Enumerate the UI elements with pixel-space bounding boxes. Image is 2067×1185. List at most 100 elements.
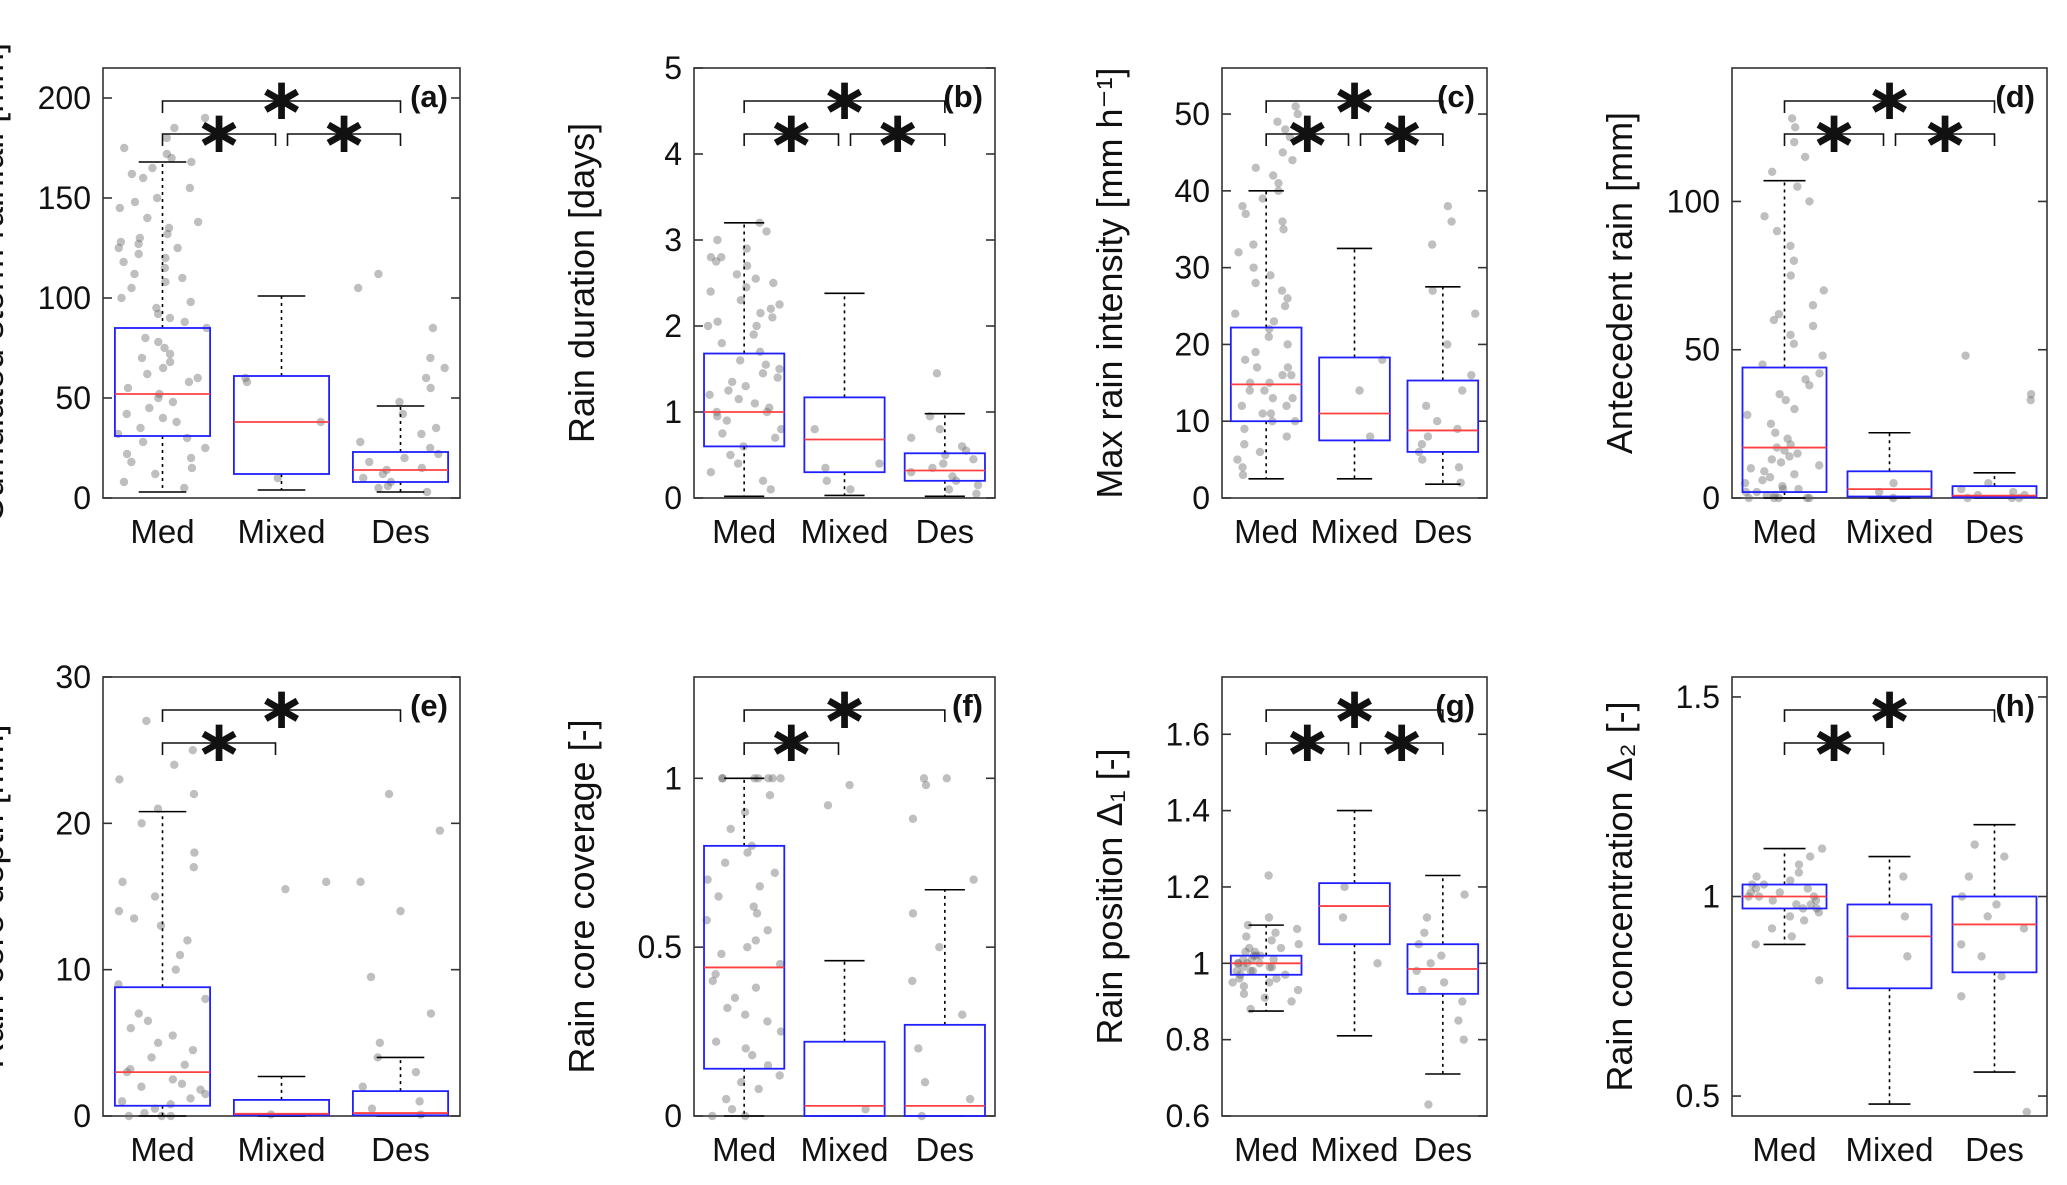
box-mixed xyxy=(1318,247,1391,480)
data-point xyxy=(1806,852,1815,861)
data-point xyxy=(932,369,942,378)
data-point xyxy=(1786,241,1795,251)
data-point xyxy=(726,450,735,460)
x-category-label: Med xyxy=(130,1131,194,1168)
data-point xyxy=(1249,263,1258,272)
data-point xyxy=(1268,171,1278,180)
data-point xyxy=(365,457,374,467)
data-point xyxy=(162,133,171,143)
data-point xyxy=(1803,884,1812,893)
data-point xyxy=(242,377,252,387)
data-point xyxy=(359,473,368,483)
data-point xyxy=(1785,912,1795,921)
data-point xyxy=(1272,974,1281,983)
data-point xyxy=(196,1085,205,1094)
y-tick-label: 0 xyxy=(1702,480,1720,516)
panel-a: 0 50 100 150 200 Cumulated storm rainfall [mm… xyxy=(0,43,461,550)
iqr-box xyxy=(1846,470,1933,498)
significance-star: ∗ xyxy=(1810,709,1859,774)
data-point xyxy=(703,321,713,331)
panel-d: 0 50 100 Antecedent rain [mm] (d) Med Mixed Des… xyxy=(1599,67,2048,550)
data-point xyxy=(186,1094,195,1103)
data-point xyxy=(1269,955,1278,964)
y-tick-label: 0.5 xyxy=(1676,1078,1720,1114)
data-point xyxy=(1428,286,1437,295)
y-axis-label: Rain core coverage [-] xyxy=(561,719,602,1073)
bracket-line xyxy=(1783,133,1885,146)
data-point xyxy=(1786,876,1795,885)
box-med xyxy=(114,716,211,1121)
data-point xyxy=(120,143,129,153)
data-point xyxy=(145,403,154,413)
data-point xyxy=(1252,363,1262,372)
data-point xyxy=(1744,493,1754,503)
data-point xyxy=(356,437,365,447)
box-med xyxy=(1741,844,1828,985)
data-point xyxy=(1964,872,1974,881)
y-tick-label: 200 xyxy=(38,80,91,116)
panel-label: (d) xyxy=(1995,79,2035,114)
significance-bracket: ∗ xyxy=(161,100,277,165)
data-point xyxy=(190,848,199,857)
data-point xyxy=(1235,974,1244,983)
box-med xyxy=(702,774,786,1121)
x-category-label: Med xyxy=(712,1131,776,1168)
data-point xyxy=(127,283,136,293)
significance-bracket: ∗ xyxy=(1783,709,1885,774)
data-point xyxy=(1418,455,1427,464)
significance-star: ∗ xyxy=(195,709,244,774)
data-point xyxy=(921,780,931,790)
data-point xyxy=(180,1060,189,1069)
data-point xyxy=(134,1009,143,1018)
bracket-line xyxy=(849,133,946,146)
data-point xyxy=(1246,966,1255,976)
data-point xyxy=(1276,943,1286,953)
bracket-line xyxy=(161,133,277,146)
data-point xyxy=(1819,286,1828,295)
data-point xyxy=(1814,976,1824,985)
bracket-line xyxy=(1265,133,1350,146)
data-point xyxy=(717,253,726,262)
data-point xyxy=(137,819,146,828)
data-point xyxy=(1775,390,1784,399)
significance-star: ∗ xyxy=(1377,100,1426,165)
data-point xyxy=(717,339,727,348)
data-point xyxy=(1957,992,1966,1001)
data-point xyxy=(1282,432,1291,441)
iqr-box xyxy=(803,1040,886,1117)
data-point xyxy=(768,313,777,322)
data-point xyxy=(751,983,761,992)
significance-star: ∗ xyxy=(195,100,244,165)
significance-star: ∗ xyxy=(873,100,922,165)
data-point xyxy=(189,789,199,799)
data-point xyxy=(273,473,282,483)
iqr-box xyxy=(1406,379,1480,453)
data-point xyxy=(1786,330,1795,340)
data-point xyxy=(187,157,196,167)
box-mixed xyxy=(1846,431,1933,503)
data-point xyxy=(1789,256,1799,265)
significance-bracket: ∗ xyxy=(1359,100,1444,165)
data-point xyxy=(184,377,194,387)
bracket-line xyxy=(286,133,402,146)
data-point xyxy=(1437,951,1446,960)
data-point xyxy=(168,397,178,407)
data-point xyxy=(1246,1004,1255,1014)
significance-star: ∗ xyxy=(1810,100,1859,165)
significance-star: ∗ xyxy=(1377,709,1426,774)
data-point xyxy=(1287,997,1296,1006)
data-point xyxy=(366,972,376,982)
data-point xyxy=(846,485,855,494)
panel-h: 0.5 1 1.5 Rain concentration Δ₂ [-] (h) Med Mi… xyxy=(1599,676,2048,1168)
data-point xyxy=(1282,401,1291,411)
y-axis-label: Rain concentration Δ₂ [-] xyxy=(1599,701,1640,1091)
significance-star: ∗ xyxy=(257,67,306,132)
data-point xyxy=(1758,476,1767,485)
data-point xyxy=(1977,952,1986,961)
box-des xyxy=(351,269,449,497)
data-point xyxy=(1432,417,1442,426)
data-point xyxy=(1776,458,1786,467)
iqr-box xyxy=(1741,366,1828,493)
data-point xyxy=(972,489,981,498)
data-point xyxy=(172,417,181,427)
